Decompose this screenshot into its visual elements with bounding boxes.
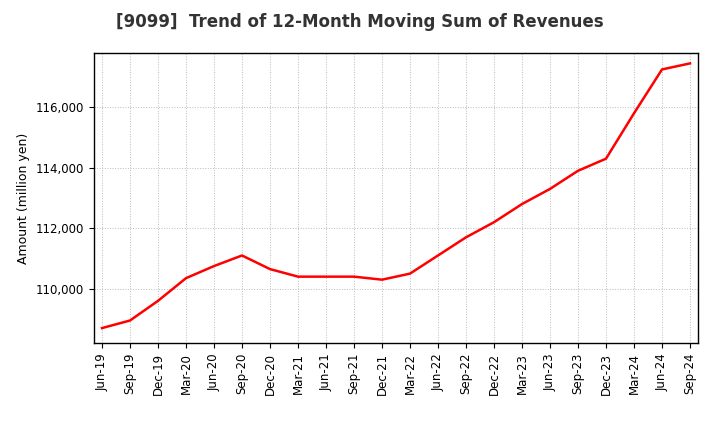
- Text: [9099]  Trend of 12-Month Moving Sum of Revenues: [9099] Trend of 12-Month Moving Sum of R…: [116, 13, 604, 31]
- Y-axis label: Amount (million yen): Amount (million yen): [17, 132, 30, 264]
